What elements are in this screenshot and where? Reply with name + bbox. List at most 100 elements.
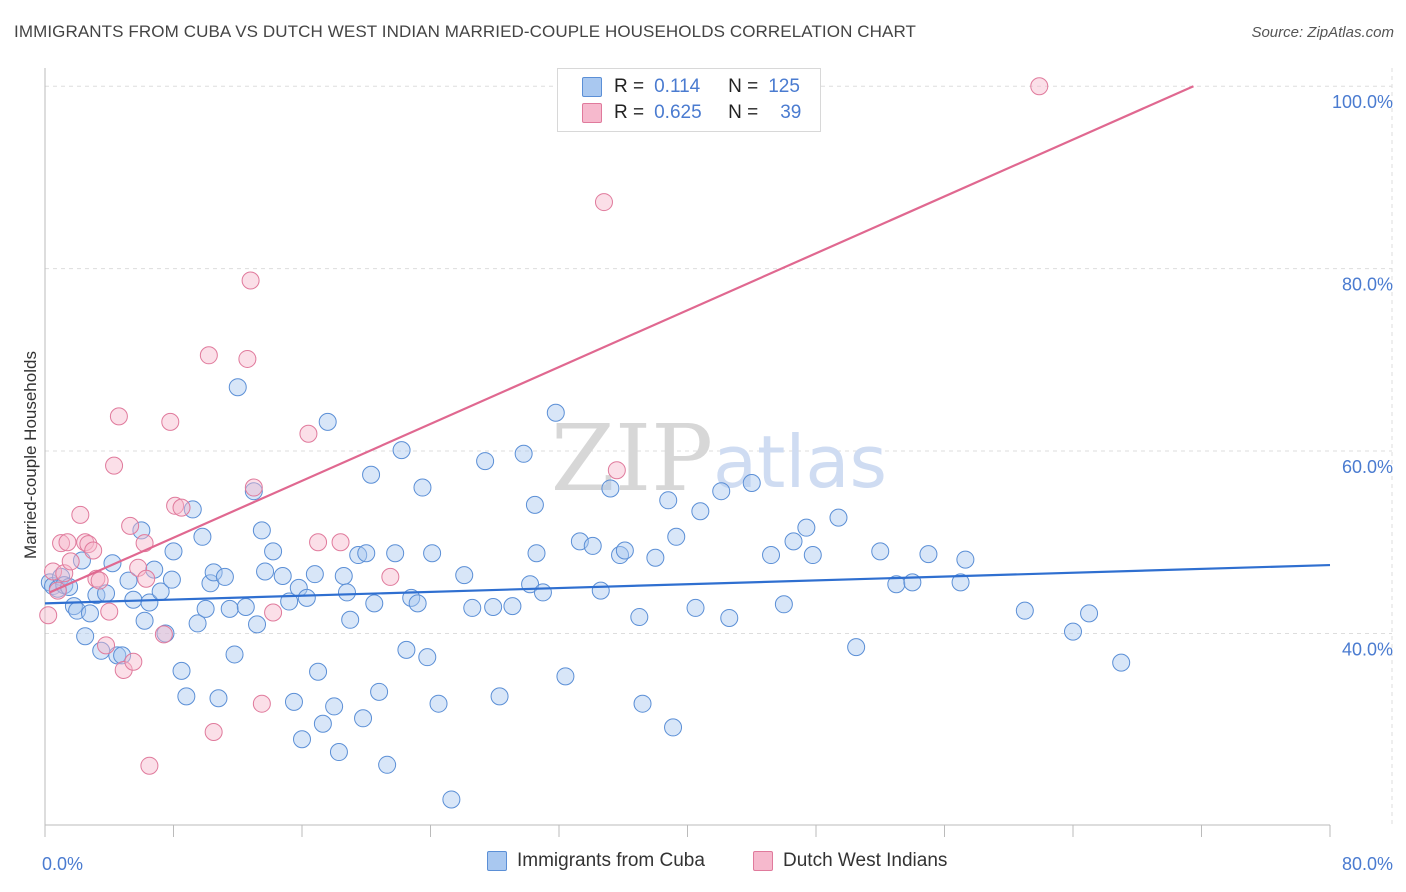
point-cuba [712,482,731,501]
point-cuba [313,714,332,733]
point-cuba [418,648,437,667]
watermark-zip: ZIP [551,405,713,512]
point-cuba [720,608,739,627]
point-dutch [109,407,128,426]
point-cuba [1112,653,1131,672]
point-cuba [556,667,575,686]
bottom-legend-label-cuba: Immigrants from Cuba [517,850,705,871]
point-cuba [667,527,686,546]
point-cuba [615,541,634,560]
point-cuba [871,542,890,561]
legend-r-value: 0.114 [654,76,701,97]
legend-r-label: R = [614,76,645,97]
point-cuba [951,573,970,592]
point-cuba [309,662,328,681]
point-dutch [124,652,143,671]
point-dutch [309,533,328,552]
point-dutch [121,516,140,535]
stats-legend: R = 0.114 N = 125 R = 0.625 N = 39 [557,68,821,132]
point-cuba [183,500,202,519]
point-dutch [252,694,271,713]
legend-n-value: 39 [780,102,802,123]
point-cuba [264,542,283,561]
point-cuba [293,730,311,749]
point-dutch [244,478,263,497]
legend-row-dutch: R = 0.625 N = 39 [582,101,801,125]
point-dutch [331,533,350,552]
point-cuba [797,518,816,537]
point-cuba [762,546,781,565]
point-cuba [140,593,159,612]
series-dutch-west-indians [39,77,1049,775]
point-cuba [1064,622,1082,641]
point-cuba [392,441,411,460]
point-cuba [334,567,353,586]
point-cuba [429,694,448,713]
point-cuba [204,563,223,582]
point-cuba [370,682,389,701]
point-cuba [119,571,138,590]
point-cuba [365,594,384,613]
point-cuba [225,645,244,664]
point-cuba [188,614,207,633]
trend-line-cuba [44,563,1331,605]
chart-title: IMMIGRANTS FROM CUBA VS DUTCH WEST INDIA… [14,22,917,41]
point-cuba [156,624,175,643]
point-cuba [546,403,565,422]
point-cuba [220,599,239,618]
point-dutch [594,193,613,212]
legend-swatch-pink [582,103,602,123]
point-cuba [476,452,495,471]
axes [44,68,1331,837]
point-cuba [80,604,99,623]
point-cuba [829,508,848,527]
point-dutch [79,535,98,554]
point-cuba [76,627,95,646]
axis-labels: 40.0% 60.0% 80.0% 100.0% 0.0% 80.0% Married-co… [21,92,1393,874]
point-dutch [105,456,124,475]
legend-row-cuba: R = 0.114 N = 125 [582,75,800,99]
point-dutch [137,569,156,588]
point-dutch [1030,77,1049,96]
point-dutch [607,461,626,480]
series-immigrants-from-cuba [40,378,1131,809]
point-dutch [58,533,77,552]
point-dutch [71,505,90,524]
point-cuba [525,495,544,514]
point-cuba [397,640,416,659]
point-cuba [646,548,665,567]
point-cuba [256,562,275,581]
point-dutch [97,636,116,655]
point-cuba [386,544,405,563]
point-cuba [228,378,247,397]
point-cuba [774,595,793,614]
legend-r-value: 0.625 [654,102,702,123]
point-cuba [135,611,154,630]
point-cuba [164,542,183,561]
point-dutch [199,346,218,365]
point-dutch [90,571,109,590]
point-cuba [329,743,348,762]
watermark-atlas: atlas [713,420,887,504]
point-dutch [140,756,159,775]
y-tick-label: 80.0% [1342,275,1393,295]
x-tick-label-min: 0.0% [42,854,83,874]
point-cuba [659,491,678,510]
point-cuba [362,465,381,484]
point-cuba [408,594,427,613]
point-cuba [527,544,546,563]
bottom-legend-cuba: Immigrants from Cuba [487,850,705,872]
point-cuba [686,598,705,617]
legend-r-label: R = [614,102,645,123]
y-tick-label: 40.0% [1342,639,1393,659]
point-cuba [172,661,191,680]
point-dutch [154,625,173,644]
grid-lines [45,68,1393,825]
point-dutch [100,602,119,621]
point-cuba [318,412,337,431]
bottom-legend-swatch-pink [753,851,773,871]
point-cuba [252,521,271,540]
point-cuba [601,479,620,498]
point-cuba [193,527,212,546]
